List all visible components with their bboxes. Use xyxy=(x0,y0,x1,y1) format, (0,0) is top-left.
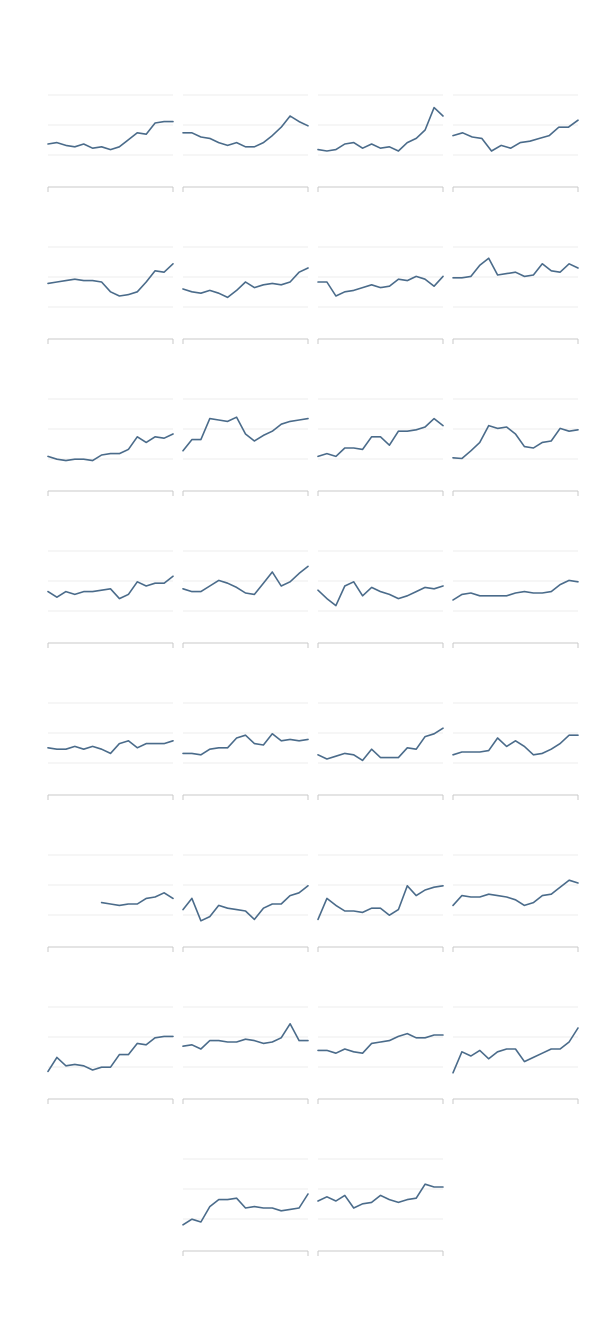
panel-25 xyxy=(47,1006,174,1104)
panel-20 xyxy=(452,702,579,800)
panel-2 xyxy=(182,94,309,192)
series-line xyxy=(452,879,579,907)
panel-8 xyxy=(452,246,579,344)
series-line xyxy=(452,1027,579,1074)
panel-6 xyxy=(182,246,309,344)
panel-14 xyxy=(182,550,309,648)
panel-7 xyxy=(317,246,444,344)
panel-27 xyxy=(317,1006,444,1104)
series-line xyxy=(452,119,579,152)
series-line xyxy=(182,115,309,148)
series-line xyxy=(452,257,579,279)
series-line xyxy=(182,565,309,596)
series-line xyxy=(182,1193,309,1226)
series-line xyxy=(452,734,579,756)
series-line xyxy=(317,106,444,152)
series-line xyxy=(452,424,579,460)
panel-11 xyxy=(317,398,444,496)
panel-1 xyxy=(47,94,174,192)
panel-26 xyxy=(182,1006,309,1104)
panel-4 xyxy=(452,94,579,192)
panel-21 xyxy=(47,854,174,952)
panel-9 xyxy=(47,398,174,496)
panel-5 xyxy=(47,246,174,344)
panel-22 xyxy=(182,854,309,952)
panel-24 xyxy=(452,854,579,952)
series-line xyxy=(100,892,174,907)
series-line xyxy=(47,1035,174,1073)
panel-13 xyxy=(47,550,174,648)
series-line xyxy=(317,1032,444,1054)
series-line xyxy=(182,1023,309,1050)
panel-29 xyxy=(182,1158,309,1256)
series-line xyxy=(317,885,444,921)
panel-18 xyxy=(182,702,309,800)
series-line xyxy=(47,740,174,755)
panel-19 xyxy=(317,702,444,800)
series-line xyxy=(182,416,309,452)
panel-12 xyxy=(452,398,579,496)
series-line xyxy=(317,581,444,607)
panel-16 xyxy=(452,550,579,648)
series-line xyxy=(182,885,309,922)
panel-10 xyxy=(182,398,309,496)
panel-3 xyxy=(317,94,444,192)
series-line xyxy=(47,263,174,297)
series-line xyxy=(47,120,174,151)
series-line xyxy=(182,267,309,299)
panel-30 xyxy=(317,1158,444,1256)
series-line xyxy=(317,275,444,297)
panel-15 xyxy=(317,550,444,648)
series-line xyxy=(317,1183,444,1209)
series-line xyxy=(317,727,444,762)
series-line xyxy=(452,579,579,601)
panel-17 xyxy=(47,702,174,800)
series-line xyxy=(317,417,444,458)
series-line xyxy=(47,575,174,600)
series-line xyxy=(47,433,174,462)
series-line xyxy=(182,733,309,756)
panel-28 xyxy=(452,1006,579,1104)
panel-23 xyxy=(317,854,444,952)
